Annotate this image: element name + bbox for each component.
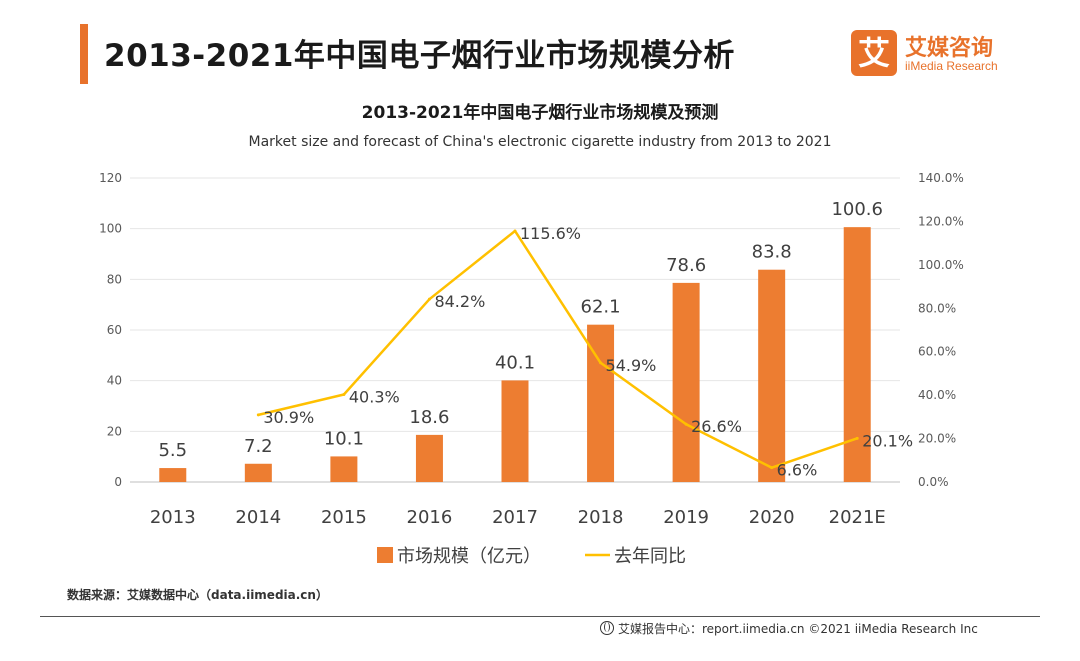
x-tick-label: 2019 [663,507,709,528]
x-tick-label: 2017 [492,507,538,528]
y-right-tick-label: 100.0% [918,258,964,272]
bar [159,468,187,482]
x-tick-label: 2021E [829,507,886,528]
growth-point [855,436,859,440]
logo-mark-icon: 艾 [851,30,897,76]
bar-value-label: 40.1 [495,352,535,373]
bar [244,463,272,482]
x-tick-label: 2018 [578,507,624,528]
y-right-tick-label: 120.0% [918,214,964,228]
y-left-tick-label: 80 [107,272,122,286]
bar-value-label: 78.6 [666,255,706,276]
growth-value-label: 54.9% [606,356,657,375]
y-left-tick-label: 100 [99,222,122,236]
growth-value-label: 115.6% [520,224,581,243]
footer-divider [40,616,1040,617]
growth-value-label: 26.6% [691,417,742,436]
growth-value-label: 84.2% [434,292,485,311]
bar-value-label: 10.1 [324,428,364,449]
y-right-tick-label: 140.0% [918,171,964,185]
growth-value-label: 6.6% [777,461,818,480]
bar-value-label: 18.6 [409,407,449,428]
legend-bar-label: 市场规模（亿元） [397,546,541,567]
page-title: 2013-2021年中国电子烟行业市场规模分析 [104,38,735,74]
growth-line [258,229,858,469]
y-left-tick-label: 60 [107,323,122,337]
bar [758,269,786,482]
growth-point [427,297,431,301]
growth-value-label: 30.9% [263,408,314,427]
y-left-tick-label: 40 [107,374,122,388]
bar-value-label: 5.5 [158,440,187,461]
y-right-tick-label: 0.0% [918,475,949,489]
y-right-tick-label: 80.0% [918,301,956,315]
x-tick-label: 2014 [235,507,281,528]
logo-english-name: iiMedia Research [905,59,998,73]
globe-icon [600,621,614,635]
y-right-tick-label: 20.0% [918,432,956,446]
growth-point [599,361,603,365]
chart-subtitle: Market size and forecast of China's elec… [248,134,832,150]
x-tick-label: 2013 [150,507,196,528]
growth-point [342,392,346,396]
legend-line-label: 去年同比 [614,546,686,567]
y-left-tick-label: 20 [107,424,122,438]
bar-value-label: 83.8 [752,242,792,263]
logo-chinese-name: 艾媒咨询 [905,36,994,61]
growth-point [684,422,688,426]
y-left-tick-label: 0 [114,475,122,489]
growth-point [256,413,260,417]
growth-point [513,229,517,233]
y-right-tick-label: 60.0% [918,345,956,359]
title-accent-bar [80,24,88,84]
bar-value-label: 100.6 [831,199,883,220]
growth-point [770,466,774,470]
footer-text: 艾媒报告中心：report.iimedia.cn ©2021 iiMedia R… [618,622,978,636]
y-left-tick-label: 120 [99,171,122,185]
growth-value-label: 20.1% [862,431,913,450]
growth-value-label: 40.3% [349,387,400,406]
bar-value-label: 7.2 [244,436,273,457]
bar-value-label: 62.1 [581,297,621,318]
x-tick-label: 2020 [749,507,795,528]
data-source: 数据来源：艾媒数据中心（data.iimedia.cn） [67,588,328,602]
y-right-tick-label: 40.0% [918,388,956,402]
footer: 艾媒报告中心：report.iimedia.cn ©2021 iiMedia R… [600,620,978,637]
bar [330,456,358,482]
chart-title: 2013-2021年中国电子烟行业市场规模及预测 [361,103,719,123]
bar [672,282,700,482]
legend-bar-swatch [377,547,393,563]
brand-logo: 艾 艾媒咨询 iiMedia Research [851,30,1016,78]
bar [501,380,529,482]
bar [415,434,443,482]
x-tick-label: 2016 [407,507,453,528]
x-tick-label: 2015 [321,507,367,528]
